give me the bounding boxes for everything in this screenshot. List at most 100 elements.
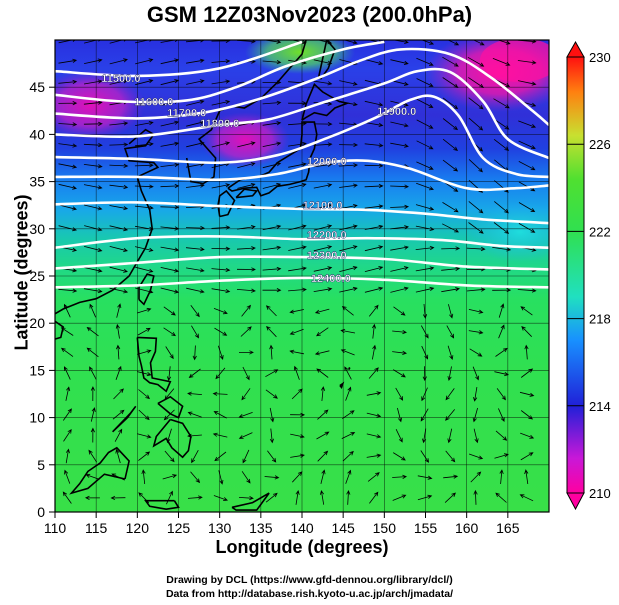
- y-tick-label: 30: [29, 221, 45, 237]
- wind-arrow: [517, 80, 537, 86]
- wind-arrow: [390, 59, 409, 65]
- wind-arrow: [290, 412, 306, 417]
- wind-arrow: [191, 325, 199, 339]
- wind-arrow: [496, 388, 506, 401]
- x-tick-label: 160: [455, 520, 479, 536]
- wind-arrow: [520, 452, 534, 461]
- y-tick-label: 35: [29, 174, 45, 190]
- wind-arrow: [442, 56, 459, 67]
- wind-arrow: [494, 201, 509, 214]
- wind-arrow: [160, 205, 180, 210]
- credit-data-source: Data from http://database.rish.kyoto-u.a…: [165, 588, 454, 600]
- colorbar-ticks: 230 226 222 218 214 210: [567, 50, 611, 501]
- wind-arrow: [421, 387, 428, 402]
- wind-arrow: [393, 306, 406, 316]
- chart-title: GSM 12Z03Nov2023 (200.0hPa): [146, 2, 473, 27]
- wind-arrow: [390, 100, 409, 107]
- contour-line: [55, 40, 385, 104]
- y-axis-ticks: 0 5 10 15 20 25 30 35 40 45: [29, 79, 55, 520]
- wind-arrow: [289, 349, 304, 355]
- wind-arrow: [520, 432, 535, 439]
- wind-arrow: [218, 470, 224, 485]
- wind-arrow: [116, 344, 121, 360]
- wind-arrow: [416, 161, 434, 170]
- wind-arrow: [186, 287, 205, 294]
- wind-arrow: [345, 469, 352, 484]
- wind-arrow: [496, 40, 511, 45]
- contour-label: 11600.0: [134, 96, 173, 108]
- wind-arrow: [269, 344, 274, 360]
- wind-arrow: [416, 57, 434, 66]
- wind-arrow: [134, 142, 154, 147]
- wind-arrow: [160, 287, 180, 294]
- coastline-segment: [339, 381, 345, 389]
- wind-arrow: [442, 138, 459, 151]
- wind-arrow: [313, 287, 333, 292]
- wind-arrow: [111, 473, 125, 481]
- wind-streamlines: [58, 40, 537, 505]
- wind-arrow: [62, 408, 72, 421]
- wind-arrow: [447, 40, 460, 46]
- x-tick-label: 145: [331, 520, 355, 536]
- wind-arrow: [83, 288, 103, 294]
- wind-arrow: [163, 409, 175, 421]
- coastline-segment: [69, 446, 130, 495]
- wind-arrow: [160, 40, 179, 43]
- wind-arrow: [468, 309, 484, 314]
- wind-arrow: [366, 433, 382, 439]
- wind-arrow: [187, 433, 202, 438]
- wind-arrow: [164, 450, 175, 463]
- wind-arrow: [60, 347, 74, 357]
- wind-arrow: [390, 121, 409, 128]
- wind-arrow: [289, 309, 304, 314]
- wind-arrow: [364, 100, 384, 107]
- wind-arrow: [442, 118, 459, 131]
- wind-arrow: [422, 428, 427, 444]
- wind-arrow: [186, 141, 205, 148]
- wind-arrow: [498, 408, 505, 423]
- contour-line: [55, 47, 549, 126]
- x-tick-label: 110: [44, 520, 67, 536]
- wind-arrow: [238, 412, 253, 418]
- wind-arrow: [267, 450, 277, 463]
- wind-arrow: [288, 266, 307, 272]
- wind-arrow: [185, 225, 205, 231]
- wind-arrow: [211, 59, 231, 64]
- wind-arrow: [392, 329, 408, 335]
- wind-arrow: [137, 433, 152, 439]
- wind-arrow: [498, 324, 505, 339]
- wind-arrow: [441, 266, 461, 271]
- wind-arrow: [466, 287, 486, 292]
- wind-arrow: [214, 327, 228, 336]
- wind-arrow: [468, 97, 484, 110]
- wind-arrow: [262, 141, 282, 147]
- wind-arrow: [499, 469, 504, 485]
- wind-arrow: [109, 58, 128, 65]
- wind-arrow: [109, 287, 129, 294]
- wind-arrow: [340, 328, 356, 334]
- colorbar-tick-label: 222: [589, 224, 611, 239]
- wind-arrow: [339, 245, 358, 252]
- wind-arrow: [313, 245, 333, 252]
- wind-arrow: [262, 162, 282, 169]
- wind-arrow: [137, 371, 152, 377]
- wind-arrow: [493, 98, 510, 109]
- wind-arrow: [137, 307, 152, 314]
- wind-arrow: [185, 183, 205, 188]
- wind-arrow: [135, 246, 154, 252]
- wind-arrow: [163, 327, 176, 337]
- wind-arrow: [467, 56, 485, 67]
- wind-arrow: [390, 204, 410, 209]
- wind-arrow: [109, 79, 129, 85]
- wind-arrow: [445, 388, 455, 401]
- contour-label: 12100.0: [303, 200, 343, 212]
- wind-arrow: [339, 80, 358, 86]
- wind-arrow: [392, 452, 406, 461]
- contour-line: [55, 67, 549, 160]
- wind-arrow: [264, 475, 280, 480]
- wind-arrow: [84, 267, 103, 273]
- wind-arrow: [211, 183, 231, 189]
- wind-arrow: [211, 40, 231, 43]
- wind-arrow: [90, 407, 96, 422]
